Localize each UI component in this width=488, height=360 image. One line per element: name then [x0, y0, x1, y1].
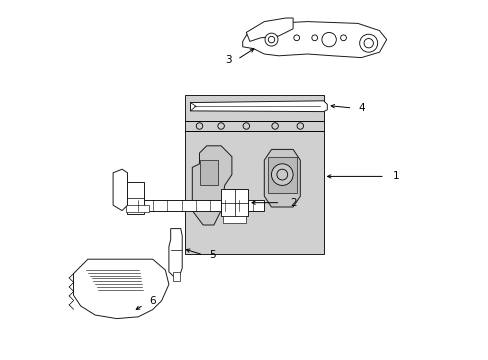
Text: 1: 1	[391, 171, 398, 181]
Circle shape	[276, 169, 287, 180]
Polygon shape	[199, 160, 217, 185]
Text: 4: 4	[357, 103, 364, 113]
Polygon shape	[125, 205, 149, 212]
Polygon shape	[73, 259, 168, 319]
Circle shape	[264, 33, 277, 46]
Circle shape	[363, 39, 373, 48]
Text: 3: 3	[224, 55, 231, 66]
Polygon shape	[113, 169, 127, 211]
Circle shape	[359, 34, 377, 52]
Circle shape	[271, 164, 292, 185]
Circle shape	[296, 123, 303, 129]
Polygon shape	[221, 189, 247, 216]
Polygon shape	[242, 22, 386, 58]
Polygon shape	[246, 18, 292, 41]
Circle shape	[268, 36, 274, 43]
Circle shape	[218, 123, 224, 129]
Polygon shape	[267, 157, 296, 193]
Circle shape	[243, 123, 249, 129]
Polygon shape	[168, 229, 182, 277]
Circle shape	[321, 32, 336, 47]
Polygon shape	[127, 200, 264, 211]
Circle shape	[271, 123, 278, 129]
Polygon shape	[172, 272, 179, 281]
Circle shape	[196, 123, 203, 129]
Text: 6: 6	[149, 296, 156, 306]
Circle shape	[311, 35, 317, 41]
Polygon shape	[264, 149, 300, 207]
Polygon shape	[223, 216, 246, 223]
Polygon shape	[190, 101, 326, 112]
Circle shape	[340, 35, 346, 41]
Polygon shape	[185, 95, 323, 254]
Polygon shape	[127, 182, 143, 214]
Polygon shape	[192, 146, 231, 225]
Text: 2: 2	[289, 198, 296, 208]
Text: 5: 5	[208, 250, 215, 260]
Circle shape	[293, 35, 299, 41]
